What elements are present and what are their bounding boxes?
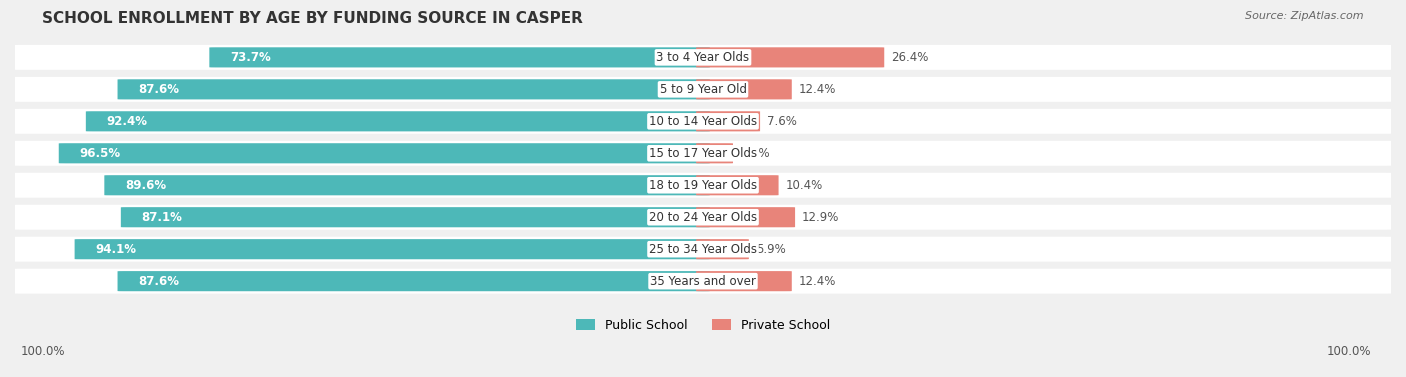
Text: 87.6%: 87.6% xyxy=(138,83,179,96)
Text: 18 to 19 Year Olds: 18 to 19 Year Olds xyxy=(650,179,756,192)
FancyBboxPatch shape xyxy=(75,239,710,259)
FancyBboxPatch shape xyxy=(104,175,710,195)
FancyBboxPatch shape xyxy=(696,207,794,227)
FancyBboxPatch shape xyxy=(86,111,710,132)
Text: Source: ZipAtlas.com: Source: ZipAtlas.com xyxy=(1246,11,1364,21)
Legend: Public School, Private School: Public School, Private School xyxy=(571,314,835,337)
Text: 7.6%: 7.6% xyxy=(766,115,797,128)
FancyBboxPatch shape xyxy=(696,271,792,291)
Text: 100.0%: 100.0% xyxy=(1326,345,1371,358)
Text: 15 to 17 Year Olds: 15 to 17 Year Olds xyxy=(650,147,756,160)
Text: 96.5%: 96.5% xyxy=(79,147,121,160)
FancyBboxPatch shape xyxy=(8,205,1398,230)
FancyBboxPatch shape xyxy=(59,143,710,163)
Text: 10.4%: 10.4% xyxy=(786,179,823,192)
FancyBboxPatch shape xyxy=(696,175,779,195)
FancyBboxPatch shape xyxy=(8,141,1398,166)
FancyBboxPatch shape xyxy=(8,45,1398,70)
FancyBboxPatch shape xyxy=(8,237,1398,262)
Text: 100.0%: 100.0% xyxy=(21,345,66,358)
FancyBboxPatch shape xyxy=(696,111,761,132)
Text: 26.4%: 26.4% xyxy=(891,51,928,64)
Text: 73.7%: 73.7% xyxy=(231,51,271,64)
Text: 12.4%: 12.4% xyxy=(799,275,837,288)
Text: 25 to 34 Year Olds: 25 to 34 Year Olds xyxy=(650,243,756,256)
FancyBboxPatch shape xyxy=(8,109,1398,134)
FancyBboxPatch shape xyxy=(209,47,710,67)
Text: 3 to 4 Year Olds: 3 to 4 Year Olds xyxy=(657,51,749,64)
Text: 87.1%: 87.1% xyxy=(142,211,183,224)
FancyBboxPatch shape xyxy=(8,77,1398,102)
FancyBboxPatch shape xyxy=(8,269,1398,294)
FancyBboxPatch shape xyxy=(696,79,792,100)
FancyBboxPatch shape xyxy=(118,271,710,291)
FancyBboxPatch shape xyxy=(696,239,749,259)
Text: 87.6%: 87.6% xyxy=(138,275,179,288)
FancyBboxPatch shape xyxy=(8,173,1398,198)
FancyBboxPatch shape xyxy=(696,47,884,67)
Text: 12.4%: 12.4% xyxy=(799,83,837,96)
FancyBboxPatch shape xyxy=(696,143,733,163)
FancyBboxPatch shape xyxy=(118,79,710,100)
Text: 20 to 24 Year Olds: 20 to 24 Year Olds xyxy=(650,211,756,224)
Text: 10 to 14 Year Olds: 10 to 14 Year Olds xyxy=(650,115,756,128)
Text: 3.5%: 3.5% xyxy=(740,147,769,160)
Text: 12.9%: 12.9% xyxy=(801,211,839,224)
Text: 92.4%: 92.4% xyxy=(107,115,148,128)
Text: 94.1%: 94.1% xyxy=(96,243,136,256)
Text: 89.6%: 89.6% xyxy=(125,179,166,192)
Text: SCHOOL ENROLLMENT BY AGE BY FUNDING SOURCE IN CASPER: SCHOOL ENROLLMENT BY AGE BY FUNDING SOUR… xyxy=(42,11,583,26)
FancyBboxPatch shape xyxy=(121,207,710,227)
Text: 5.9%: 5.9% xyxy=(756,243,786,256)
Text: 5 to 9 Year Old: 5 to 9 Year Old xyxy=(659,83,747,96)
Text: 35 Years and over: 35 Years and over xyxy=(650,275,756,288)
